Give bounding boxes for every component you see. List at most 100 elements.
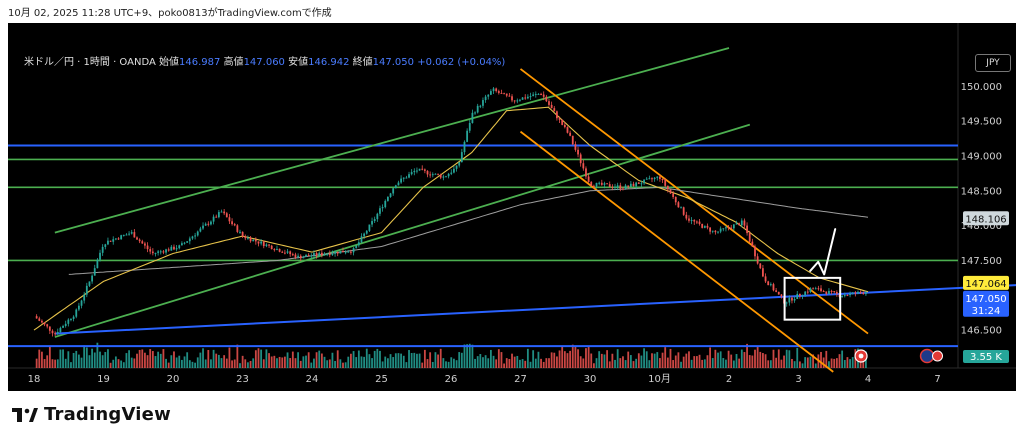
moving-averages xyxy=(33,106,869,331)
volume-bar xyxy=(666,357,669,368)
volume-bar xyxy=(421,362,424,368)
volume-bar xyxy=(606,350,608,368)
candle-body xyxy=(217,212,220,218)
volume-bar xyxy=(244,359,247,368)
candle-body xyxy=(471,112,474,123)
volume-bar xyxy=(418,353,421,368)
volume-bar xyxy=(146,355,149,368)
volume-bar xyxy=(735,354,738,368)
x-tick-label: 7 xyxy=(934,374,940,385)
candle-body xyxy=(595,182,598,187)
volume-bar xyxy=(431,361,434,368)
candle-body xyxy=(196,231,199,236)
volume-bar xyxy=(690,359,693,368)
candle-body xyxy=(843,295,846,297)
candle-body xyxy=(342,251,344,253)
y-tick-label: 149.500 xyxy=(961,117,1002,128)
candle-body xyxy=(659,176,661,180)
volume-bar xyxy=(254,350,257,368)
candle-body xyxy=(611,186,614,188)
x-tick-label: 10月 xyxy=(648,373,671,385)
x-tick-label: 27 xyxy=(514,374,527,385)
grid xyxy=(8,23,1016,369)
candle-body xyxy=(431,174,434,176)
low-label: 安値 xyxy=(288,57,309,68)
volume-bar xyxy=(165,358,167,368)
volume-bar xyxy=(614,359,616,368)
volume-bar xyxy=(270,356,273,368)
volume-bar xyxy=(754,349,756,368)
volume-bar xyxy=(410,352,413,368)
candle-body xyxy=(661,179,664,181)
price-tag xyxy=(963,290,1009,317)
chart-area[interactable]: 150.000 149.500 149.000 148.500 148.000 147.5… xyxy=(8,23,1016,391)
candle-body xyxy=(468,122,471,131)
volume-bar xyxy=(85,347,88,368)
volume-bar xyxy=(571,344,574,368)
volume-bar xyxy=(77,354,80,368)
candle-body xyxy=(632,183,635,187)
x-tick-label: 20 xyxy=(167,374,180,385)
volume-bar xyxy=(851,357,854,368)
currency-button[interactable]: JPY xyxy=(975,54,1011,72)
volume-bar xyxy=(128,350,130,368)
candle-body xyxy=(812,288,814,290)
candle-body xyxy=(447,173,450,177)
candle-body xyxy=(233,224,236,226)
volume-bar xyxy=(41,351,43,368)
candle-body xyxy=(503,93,505,95)
price-chart[interactable]: 150.000 149.500 149.000 148.500 148.000 147.5… xyxy=(8,23,1016,391)
candle-body xyxy=(619,185,622,189)
volume-bar xyxy=(482,357,484,368)
volume-bar xyxy=(291,351,294,368)
x-tick-label: 2 xyxy=(726,374,732,385)
candle-body xyxy=(732,224,735,229)
volume-bar xyxy=(785,349,788,368)
ma-fast-line xyxy=(33,106,869,331)
candle-body xyxy=(334,251,336,254)
candle-body xyxy=(627,185,630,187)
volume-bar xyxy=(64,358,67,368)
candle-body xyxy=(305,255,307,257)
candle-body xyxy=(722,228,725,230)
candle-body xyxy=(357,242,360,246)
trendline xyxy=(54,284,1016,335)
candle-body xyxy=(460,152,463,163)
candle-body xyxy=(835,291,838,294)
candle-body xyxy=(791,297,793,301)
candle-body xyxy=(268,244,270,246)
volume-bar xyxy=(680,361,682,368)
candle-body xyxy=(283,252,286,254)
candle-body xyxy=(384,200,387,208)
volume-bar xyxy=(730,354,733,368)
price-tag-label: 148.106 xyxy=(965,214,1006,225)
ma-slow-line xyxy=(68,186,869,275)
symbol-label: 米ドル／円 · 1時間 · OANDA xyxy=(24,57,156,68)
candle-body xyxy=(262,241,265,247)
volume-bar xyxy=(603,354,606,368)
candle-body xyxy=(389,193,392,197)
volume-bar xyxy=(151,351,154,368)
candle-body xyxy=(220,211,223,213)
volume-bar xyxy=(738,358,741,368)
candle-body xyxy=(426,170,429,175)
volume-bar xyxy=(688,351,690,368)
candle-body xyxy=(149,249,152,252)
candle-body xyxy=(180,243,183,246)
candle-body xyxy=(297,255,299,258)
x-tick-label: 24 xyxy=(306,374,319,385)
candle-body xyxy=(556,111,558,119)
volume-bar xyxy=(373,350,376,368)
volume-bar xyxy=(104,352,107,368)
volume-bar xyxy=(191,361,194,368)
candle-body xyxy=(323,254,326,256)
candle-body xyxy=(294,254,297,258)
ohlc-legend: 米ドル／円 · 1時間 · OANDA 始値146.987 高値147.060 … xyxy=(24,53,505,68)
volume-bar xyxy=(397,353,400,368)
candle-body xyxy=(777,291,780,295)
volume-bar xyxy=(814,363,817,368)
volume-bar xyxy=(656,352,659,368)
volume-bar xyxy=(350,353,352,368)
event-marker-icon xyxy=(932,350,943,362)
open-value: 146.987 xyxy=(179,57,221,68)
